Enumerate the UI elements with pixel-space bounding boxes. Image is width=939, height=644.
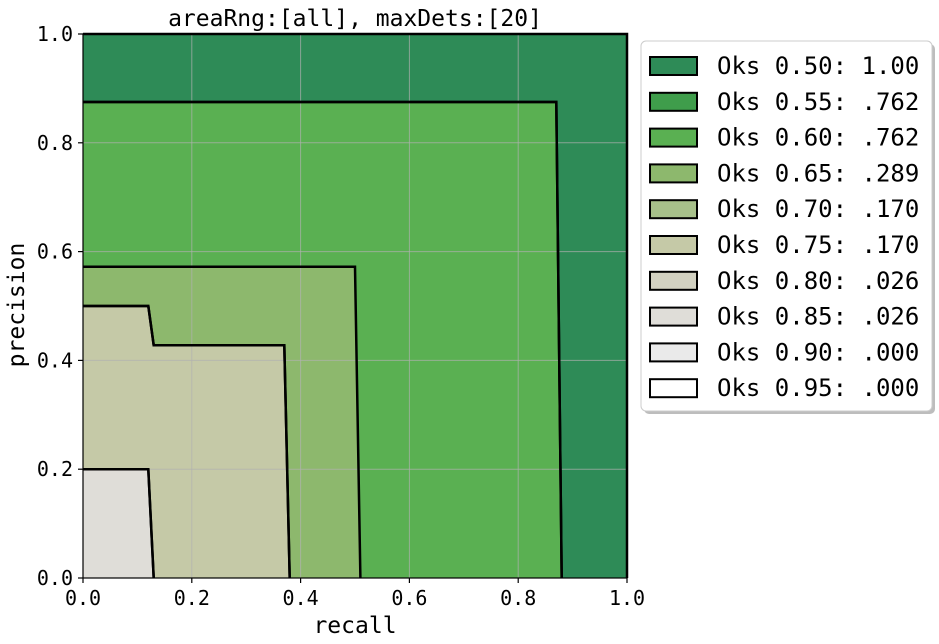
legend-swatch-7 bbox=[649, 306, 698, 327]
x-tick-label-4: 0.8 bbox=[500, 586, 536, 610]
legend-label-6: Oks 0.80: .026 bbox=[717, 267, 919, 295]
series-line-7 bbox=[83, 467, 155, 579]
axes-frame bbox=[82, 33, 628, 579]
legend-label-2: Oks 0.60: .762 bbox=[717, 124, 919, 152]
legend-label-8: Oks 0.90: .000 bbox=[717, 338, 919, 366]
y-tick-label-0: 0.0 bbox=[37, 566, 73, 590]
x-axis-ticks: 0.0 0.2 0.4 0.6 0.8 1.0 bbox=[65, 578, 645, 610]
y-axis-label: precision bbox=[4, 243, 30, 368]
y-axis-ticks: 0.0 0.2 0.4 0.6 0.8 1.0 bbox=[37, 22, 83, 590]
series-line-3 bbox=[83, 265, 362, 579]
x-tick-label-1: 0.2 bbox=[174, 586, 210, 610]
y-tick-label-1: 0.2 bbox=[37, 457, 73, 481]
legend-label-7: Oks 0.85: .026 bbox=[717, 303, 919, 331]
chart-title: areaRng:[all], maxDets:[20] bbox=[168, 6, 542, 32]
legend-label-5: Oks 0.75: .170 bbox=[717, 231, 919, 259]
legend-swatch-0 bbox=[649, 56, 698, 76]
legend-label-9: Oks 0.95: .000 bbox=[717, 374, 919, 402]
legend-label-1: Oks 0.55: .762 bbox=[717, 88, 919, 116]
x-axis-label: recall bbox=[313, 613, 396, 639]
legend-swatch-1 bbox=[649, 91, 698, 112]
series-line-2 bbox=[83, 100, 563, 579]
legend-label-3: Oks 0.65: .289 bbox=[717, 159, 919, 187]
x-tick-label-2: 0.4 bbox=[283, 586, 319, 610]
grid-lines bbox=[83, 34, 627, 578]
x-tick-label-5: 1.0 bbox=[609, 586, 645, 610]
y-tick-label-2: 0.4 bbox=[37, 348, 73, 372]
plot-area bbox=[82, 32, 629, 579]
legend-label-0: Oks 0.50: 1.00 bbox=[717, 52, 919, 80]
x-tick-label-3: 0.6 bbox=[391, 586, 427, 610]
legend-swatch-5 bbox=[649, 235, 698, 255]
legend-swatch-3 bbox=[649, 163, 698, 184]
legend-box bbox=[640, 40, 933, 412]
legend-swatch-4 bbox=[649, 199, 698, 220]
y-tick-label-5: 1.0 bbox=[37, 22, 73, 46]
series-area-7 bbox=[83, 469, 154, 578]
y-tick-label-4: 0.8 bbox=[37, 131, 73, 155]
legend-swatch-2 bbox=[649, 127, 698, 148]
legend-swatch-8 bbox=[649, 342, 698, 363]
legend-swatch-6 bbox=[649, 270, 698, 291]
x-tick-label-0: 0.0 bbox=[65, 586, 101, 610]
legend-swatch-9 bbox=[649, 378, 698, 399]
y-tick-label-3: 0.6 bbox=[37, 240, 73, 264]
legend: Oks 0.50: 1.00 Oks 0.55: .762 Oks 0.60: .7… bbox=[640, 40, 935, 414]
series-line-5 bbox=[83, 304, 291, 579]
legend-label-4: Oks 0.70: .170 bbox=[717, 195, 919, 223]
